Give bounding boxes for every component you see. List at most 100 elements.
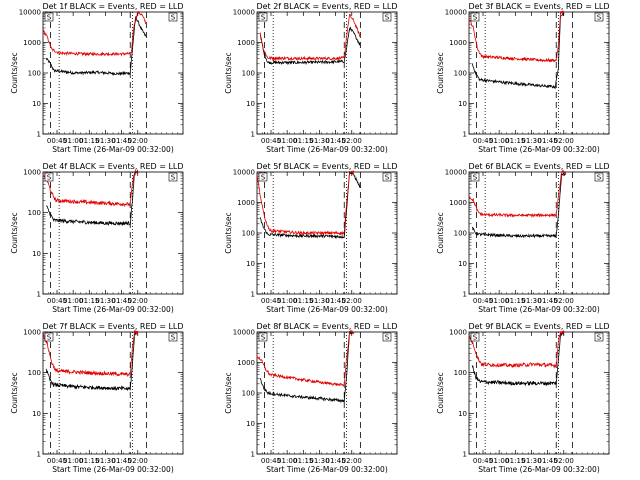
chart-panel-3: Det 3f BLACK = Events, RED = LLD 1 10 100 10…	[436, 2, 610, 154]
x-tick-label: 01:30	[95, 297, 115, 305]
lld-series-line	[468, 169, 567, 219]
x-tick-label: 01:00	[63, 137, 83, 145]
corner-marker-label: S	[473, 174, 478, 182]
x-tick-label: 00:45	[473, 297, 493, 305]
y-tick-label: 1	[37, 291, 41, 299]
chart-title: Det 4f BLACK = Events, RED = LLD	[42, 162, 183, 171]
chart-title: Det 8f BLACK = Events, RED = LLD	[256, 322, 397, 331]
corner-marker-box	[44, 332, 54, 342]
x-tick-label: 01:15	[293, 297, 313, 305]
events-series-line	[45, 169, 139, 227]
x-tick-label: 01:45	[326, 137, 346, 145]
x-tick-label: 02:00	[342, 137, 362, 145]
corner-marker-box	[470, 172, 480, 182]
x-tick-label: 01:45	[538, 137, 558, 145]
chart-title: Det 9f BLACK = Events, RED = LLD	[468, 322, 609, 331]
x-axis-label: Start Time (26-Mar-09 00:32:00)	[478, 145, 600, 154]
chart-panel-2: Det 2f BLACK = Events, RED = LLD 1 10 100 10…	[224, 2, 398, 154]
corner-marker-box	[382, 332, 392, 342]
lld-series-line	[468, 329, 565, 369]
events-series-line	[259, 171, 361, 240]
corner-marker-label: S	[385, 334, 390, 342]
corner-marker-box	[258, 172, 268, 182]
lld-series-line	[42, 330, 139, 377]
x-tick-label: 01:45	[112, 137, 132, 145]
corner-marker-box	[168, 12, 178, 22]
y-tick-label: 10	[458, 410, 467, 418]
corner-marker-label: S	[261, 14, 266, 22]
x-tick-label: 01:00	[63, 297, 83, 305]
corner-marker-label: S	[171, 14, 176, 22]
y-axis-label: Counts/sec	[224, 212, 233, 253]
y-tick-label: 1000	[449, 329, 467, 337]
events-series-line	[259, 26, 361, 66]
lld-series-line	[42, 169, 138, 208]
corner-marker-label: S	[473, 14, 478, 22]
corner-marker-label: S	[47, 14, 52, 22]
y-tick-label: 10000	[19, 9, 41, 17]
lld-series-line	[42, 11, 147, 57]
y-tick-label: 1000	[237, 199, 255, 207]
y-tick-label: 1000	[237, 359, 255, 367]
events-series-line	[471, 11, 565, 90]
x-tick-label: 02:00	[554, 137, 574, 145]
plot-frame	[42, 331, 184, 455]
corner-marker-box	[44, 172, 54, 182]
y-tick-label: 1	[463, 131, 467, 139]
chart-panel-9: Det 9f BLACK = Events, RED = LLD 1 10 100 10…	[436, 322, 610, 474]
chart-title: Det 1f BLACK = Events, RED = LLD	[42, 2, 183, 11]
x-tick-label: 01:00	[489, 137, 509, 145]
y-axis-label: Counts/sec	[10, 52, 19, 93]
corner-marker-box	[168, 172, 178, 182]
corner-marker-box	[594, 12, 604, 22]
x-tick-label: 01:15	[505, 457, 525, 465]
y-tick-label: 10	[246, 100, 255, 108]
x-tick-label: 01:30	[309, 297, 329, 305]
y-tick-label: 10	[458, 260, 467, 268]
x-tick-label: 01:00	[489, 297, 509, 305]
x-tick-label: 01:00	[489, 457, 509, 465]
y-tick-label: 1	[463, 291, 467, 299]
x-tick-label: 00:45	[261, 137, 281, 145]
x-tick-label: 01:15	[79, 137, 99, 145]
x-tick-label: 01:00	[63, 457, 83, 465]
y-tick-label: 10	[32, 250, 41, 258]
x-tick-label: 01:45	[538, 457, 558, 465]
y-tick-label: 10000	[233, 169, 255, 177]
y-tick-label: 1	[463, 451, 467, 459]
y-tick-label: 1	[37, 451, 41, 459]
y-axis-label: Counts/sec	[436, 52, 445, 93]
y-tick-label: 10000	[445, 169, 467, 177]
plot-frame	[468, 11, 610, 135]
chart-panel-4: Det 4f BLACK = Events, RED = LLD 1 10 100 10…	[10, 162, 184, 314]
chart-title: Det 2f BLACK = Events, RED = LLD	[256, 2, 397, 11]
chart-title: Det 5f BLACK = Events, RED = LLD	[256, 162, 397, 171]
corner-marker-box	[258, 12, 268, 22]
y-tick-label: 100	[242, 390, 255, 398]
x-tick-label: 00:45	[261, 297, 281, 305]
y-tick-label: 10	[458, 100, 467, 108]
chart-title: Det 7f BLACK = Events, RED = LLD	[42, 322, 183, 331]
x-tick-label: 01:00	[277, 457, 297, 465]
corner-marker-label: S	[385, 174, 390, 182]
y-tick-label: 100	[454, 230, 467, 238]
y-tick-label: 1	[251, 451, 255, 459]
x-tick-label: 01:00	[277, 297, 297, 305]
plot-frame	[42, 171, 184, 295]
plot-frame	[256, 11, 398, 135]
x-tick-label: 01:45	[112, 457, 132, 465]
events-series-line	[45, 15, 147, 76]
x-tick-label: 01:45	[112, 297, 132, 305]
y-tick-label: 100	[28, 209, 41, 217]
corner-marker-box	[382, 172, 392, 182]
events-series-line	[259, 330, 355, 404]
chart-panel-8: Det 8f BLACK = Events, RED = LLD 1 10 100 10…	[224, 322, 398, 474]
y-tick-label: 10000	[445, 9, 467, 17]
x-tick-label: 00:45	[47, 297, 67, 305]
y-tick-label: 10	[246, 420, 255, 428]
x-tick-label: 01:00	[277, 137, 297, 145]
y-tick-label: 1000	[23, 169, 41, 177]
corner-marker-label: S	[171, 174, 176, 182]
x-tick-label: 01:15	[505, 137, 525, 145]
y-tick-label: 10000	[233, 329, 255, 337]
